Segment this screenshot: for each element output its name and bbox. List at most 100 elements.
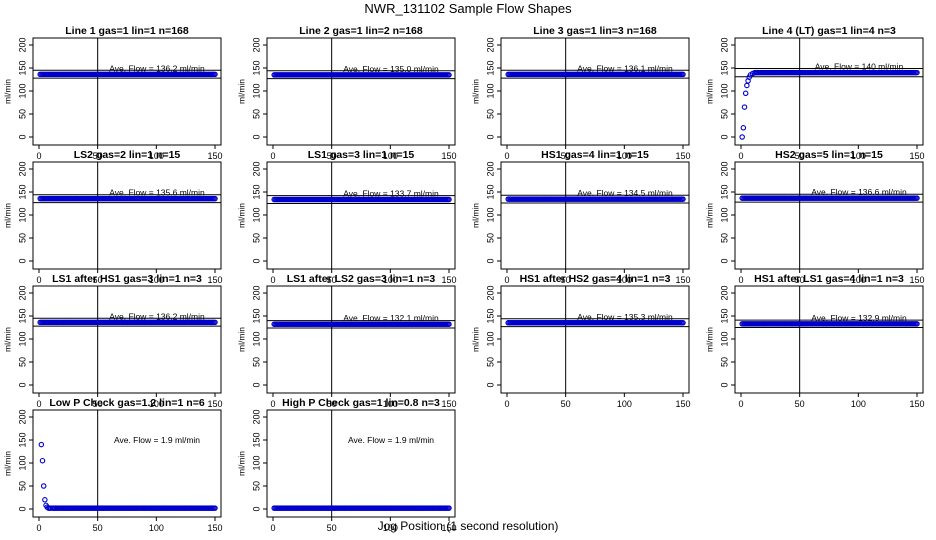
y-axis-label: ml/min (236, 451, 246, 476)
x-tick-label: 0 (504, 275, 509, 285)
flow-annotation: Ave. Flow = 134.5 ml/min (577, 188, 673, 198)
y-tick-label: 150 (251, 60, 261, 75)
x-tick-label: 150 (909, 151, 924, 161)
panel-title: HS2 gas=5 lin=1 n=15 (775, 149, 883, 161)
flow-annotation: Ave. Flow = 132.1 ml/min (343, 313, 439, 323)
y-tick-label: 100 (485, 207, 495, 222)
x-tick-label: 50 (93, 523, 103, 533)
x-tick-label: 50 (93, 275, 103, 285)
y-tick-label: 100 (719, 207, 729, 222)
x-tick-label: 50 (327, 151, 337, 161)
x-tick-label: 0 (738, 275, 743, 285)
data-point (742, 90, 749, 97)
y-axis-label: ml/min (2, 451, 12, 476)
flow-annotation: Ave. Flow = 140 ml/min (815, 62, 904, 72)
data-point (680, 71, 686, 78)
data-point (740, 125, 747, 131)
x-tick-label: 100 (149, 523, 164, 533)
x-tick-label: 0 (504, 151, 509, 161)
y-axis-label: ml/min (2, 327, 12, 352)
y-tick-label: 200 (17, 161, 27, 176)
plot-frame (266, 37, 456, 146)
y-tick-label: 50 (251, 233, 261, 243)
x-tick-label: 150 (675, 399, 690, 409)
x-tick-label: 50 (795, 151, 805, 161)
x-tick-label: 100 (851, 151, 866, 161)
panel-title: Line 2 gas=1 lin=2 n=168 (299, 25, 423, 37)
data-point (446, 196, 452, 203)
flow-annotation: Ave. Flow = 136.2 ml/min (109, 63, 205, 73)
y-tick-label: 0 (251, 134, 261, 139)
y-tick-label: 150 (251, 432, 261, 447)
plot-frame (32, 161, 222, 270)
y-tick-label: 0 (17, 134, 27, 139)
data-point (42, 497, 48, 503)
x-tick-label: 0 (738, 151, 743, 161)
y-tick-label: 100 (251, 331, 261, 346)
chart-panel: LS1 after HS1 gas=3 lin=1 n=3 0 50 100 150 0 5… (2, 273, 222, 409)
y-tick-label: 50 (251, 481, 261, 491)
x-tick-label: 150 (207, 399, 222, 409)
chart-panel: Low P Check gas=1.2 lin=1 n=6 0 50 100 150 0 5… (2, 397, 222, 533)
x-tick-label: 150 (675, 275, 690, 285)
plot-frame (32, 285, 222, 394)
y-tick-label: 100 (485, 83, 495, 98)
y-tick-label: 50 (17, 109, 27, 119)
y-tick-label: 0 (17, 382, 27, 387)
x-tick-label: 0 (270, 399, 275, 409)
data-point (40, 483, 47, 489)
x-tick-label: 0 (270, 523, 275, 533)
x-tick-label: 50 (93, 151, 103, 161)
flow-annotation: Ave. Flow = 136.1 ml/min (577, 63, 673, 73)
y-tick-label: 50 (485, 109, 495, 119)
x-tick-label: 150 (441, 275, 456, 285)
plot-frame (500, 285, 690, 394)
plot-frame (266, 285, 456, 394)
x-tick-label: 50 (561, 275, 571, 285)
data-point (212, 319, 218, 326)
flow-annotation: Ave. Flow = 133.7 ml/min (343, 188, 439, 198)
data-point (212, 71, 218, 78)
x-tick-label: 150 (441, 399, 456, 409)
panel-title: High P Check gas=1 lin=0.8 n=3 (282, 397, 440, 409)
y-tick-label: 50 (251, 109, 261, 119)
data-point (741, 104, 748, 110)
y-tick-label: 0 (251, 506, 261, 511)
y-tick-label: 200 (719, 285, 729, 300)
panel-title: LS2 gas=2 lin=1 n=15 (74, 149, 181, 161)
panel-title: Line 4 (LT) gas=1 lin=4 n=3 (762, 25, 896, 37)
x-tick-label: 100 (617, 275, 632, 285)
y-tick-label: 50 (17, 481, 27, 491)
y-tick-label: 200 (719, 37, 729, 52)
page-x-axis-label: Jog Position (1 second resolution) (377, 519, 559, 533)
data-point (446, 505, 452, 511)
flow-annotation: Ave. Flow = 135.0 ml/min (343, 64, 439, 74)
chart-panel: High P Check gas=1 lin=0.8 n=3 0 50 100 150 0… (236, 397, 456, 533)
x-tick-label: 0 (738, 399, 743, 409)
y-tick-label: 200 (485, 161, 495, 176)
x-tick-label: 100 (383, 151, 398, 161)
y-tick-label: 200 (17, 285, 27, 300)
data-point (744, 82, 750, 89)
y-tick-label: 150 (17, 184, 27, 199)
y-tick-label: 0 (251, 258, 261, 263)
x-tick-label: 50 (93, 399, 103, 409)
y-tick-label: 100 (251, 83, 261, 98)
y-axis-label: ml/min (470, 203, 480, 228)
data-point (212, 195, 218, 202)
y-tick-label: 50 (17, 233, 27, 243)
plot-frame (266, 161, 456, 270)
data-point (680, 196, 686, 202)
x-tick-label: 0 (36, 399, 41, 409)
data-point (38, 441, 45, 448)
x-tick-label: 150 (207, 151, 222, 161)
plot-frame (734, 37, 924, 146)
y-axis-label: ml/min (704, 79, 714, 104)
chart-panel: Line 2 gas=1 lin=2 n=168 0 50 100 150 0 50 100 1… (236, 25, 456, 161)
y-tick-label: 100 (719, 83, 729, 98)
y-tick-label: 100 (251, 207, 261, 222)
plot-frame (734, 285, 924, 394)
y-tick-label: 150 (719, 60, 729, 75)
x-tick-label: 0 (270, 275, 275, 285)
x-tick-label: 50 (327, 275, 337, 285)
